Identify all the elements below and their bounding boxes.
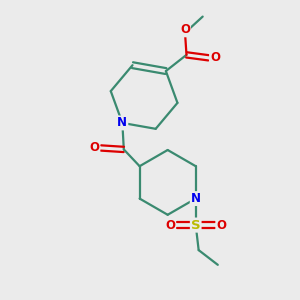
Text: O: O xyxy=(216,219,226,232)
Text: N: N xyxy=(191,192,201,205)
Text: S: S xyxy=(191,219,200,232)
Text: N: N xyxy=(117,116,127,129)
Text: O: O xyxy=(180,23,190,36)
Text: O: O xyxy=(165,219,175,232)
Text: O: O xyxy=(89,142,99,154)
Text: O: O xyxy=(210,51,220,64)
